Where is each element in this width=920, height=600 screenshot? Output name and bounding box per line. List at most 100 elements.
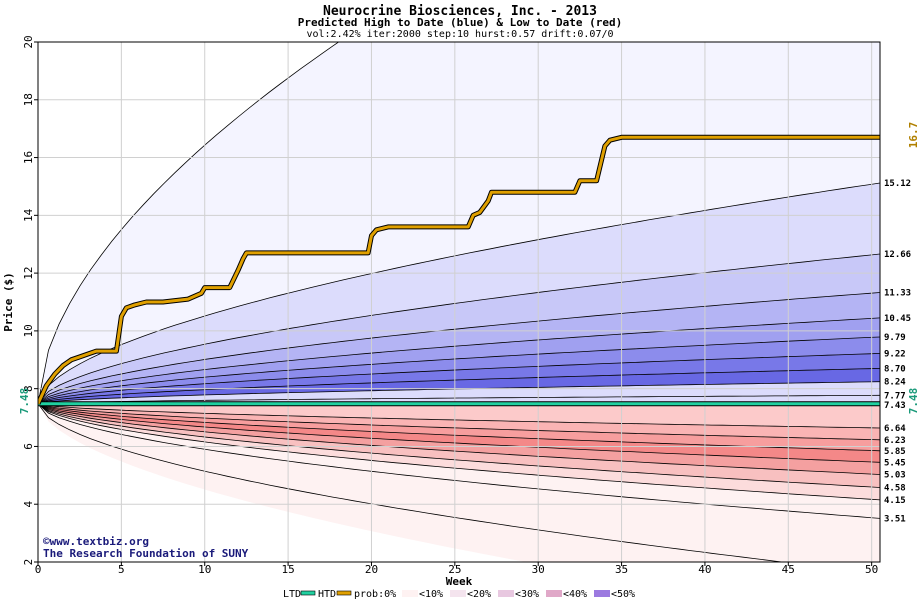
probability-curve bbox=[38, 403, 880, 475]
low-probability-band bbox=[38, 403, 880, 500]
start-price-label: 7.48 bbox=[18, 388, 31, 415]
probability-curve bbox=[38, 368, 880, 405]
htd-line bbox=[38, 135, 880, 405]
y-tick-label: 14 bbox=[22, 208, 35, 222]
curve-end-label: 4.58 bbox=[884, 483, 906, 493]
low-probability-band bbox=[38, 403, 880, 463]
probability-curve bbox=[38, 182, 880, 404]
high-probability-band bbox=[38, 381, 880, 404]
probability-curves bbox=[38, 42, 880, 562]
x-tick-label: 10 bbox=[198, 563, 211, 576]
x-tick-label: 25 bbox=[448, 563, 461, 576]
curve-end-label: 8.24 bbox=[884, 378, 906, 388]
high-probability-band bbox=[38, 292, 880, 404]
legend-htd-swatch bbox=[336, 590, 352, 596]
low-probability-band bbox=[38, 403, 880, 562]
probability-curve bbox=[38, 403, 786, 562]
probability-curve bbox=[38, 394, 880, 405]
high-probability-band bbox=[38, 368, 880, 404]
curve-end-label: 5.85 bbox=[884, 447, 906, 457]
plot-frame bbox=[37, 41, 881, 563]
y-tick-label: 10 bbox=[22, 324, 35, 337]
probability-curve bbox=[38, 336, 880, 405]
curve-end-label: 4.15 bbox=[884, 496, 906, 506]
legend-10-swatch bbox=[450, 590, 466, 597]
chart-title: Neurocrine Biosciences, Inc. - 2013 bbox=[323, 4, 597, 19]
chart-subtitle: Predicted High to Date (blue) & Low to D… bbox=[298, 16, 623, 29]
legend-htd-label: HTD bbox=[318, 589, 336, 600]
legend-40-swatch bbox=[594, 590, 610, 597]
legend-30-label: <30% bbox=[515, 589, 539, 600]
curve-end-label: 6.64 bbox=[884, 424, 906, 434]
low-probability-band bbox=[38, 403, 880, 475]
curve-end-label: 7.77 bbox=[884, 391, 906, 401]
credit-foundation: The Research Foundation of SUNY bbox=[43, 547, 249, 560]
legend-10-label: <10% bbox=[419, 589, 443, 600]
legend-ltd-label: LTD bbox=[283, 589, 301, 600]
probability-curve bbox=[38, 403, 880, 488]
y-tick-label: 4 bbox=[22, 501, 35, 508]
curve-end-label: 9.79 bbox=[884, 333, 906, 343]
curve-end-label: 15.12 bbox=[884, 179, 911, 189]
legend-prob-label: prob:0% bbox=[354, 589, 396, 600]
curve-end-label: 11.33 bbox=[884, 288, 911, 298]
probability-curve bbox=[38, 403, 880, 429]
legend-50-label: <50% bbox=[611, 589, 635, 600]
y-tick-label: 12 bbox=[22, 266, 35, 279]
legend-prob-swatch bbox=[402, 590, 418, 597]
probability-curve bbox=[38, 317, 880, 405]
probability-curve bbox=[38, 353, 880, 405]
probability-curve bbox=[38, 403, 880, 501]
legend: LTD HTD prob:0% <10% <20% <30% <40% <50% bbox=[283, 589, 635, 600]
high-probability-band bbox=[38, 254, 880, 404]
curve-end-label: 6.23 bbox=[884, 436, 906, 446]
x-tick-label: 50 bbox=[865, 563, 878, 576]
x-tick-label: 30 bbox=[532, 563, 545, 576]
legend-20-swatch bbox=[498, 590, 514, 597]
probability-curve bbox=[38, 292, 880, 405]
curve-end-label: 12.66 bbox=[884, 250, 911, 260]
htd-end-label: 16.7 bbox=[907, 122, 920, 149]
x-axis-label: Week bbox=[446, 575, 473, 588]
legend-ltd-swatch bbox=[300, 590, 316, 596]
curve-end-label: 9.22 bbox=[884, 349, 906, 359]
x-tick-label: 15 bbox=[281, 563, 294, 576]
x-tick-label: 40 bbox=[698, 563, 711, 576]
high-probability-band bbox=[38, 183, 880, 404]
high-probability-band bbox=[38, 353, 880, 404]
x-tick-label: 45 bbox=[782, 563, 795, 576]
legend-40-label: <40% bbox=[563, 589, 587, 600]
low-probability-band bbox=[38, 403, 880, 440]
low-probability-band bbox=[38, 403, 880, 519]
chart-params: vol:2.42% iter:2000 step:10 hurst:0.57 d… bbox=[306, 29, 613, 40]
high-probability-band bbox=[38, 317, 880, 404]
low-probability-band bbox=[38, 403, 880, 488]
x-tick-label: 35 bbox=[615, 563, 628, 576]
legend-20-label: <20% bbox=[467, 589, 491, 600]
y-tick-label: 8 bbox=[22, 385, 35, 392]
legend-30-swatch bbox=[546, 590, 562, 597]
x-tick-label: 20 bbox=[365, 563, 378, 576]
curve-end-labels: 15.12 12.66 11.33 10.45 9.79 9.22 8.70 8.24 7.77… bbox=[884, 179, 911, 524]
curve-end-label: 5.45 bbox=[884, 458, 906, 468]
y-tick-label: 6 bbox=[22, 443, 35, 450]
probability-curve bbox=[38, 403, 880, 441]
low-probability-band bbox=[38, 403, 880, 428]
series-lines bbox=[38, 134, 880, 407]
x-tick-label: 5 bbox=[118, 563, 125, 576]
y-tick-label: 2 bbox=[22, 559, 35, 566]
probability-curve bbox=[38, 403, 880, 519]
y-tick-label: 18 bbox=[22, 93, 35, 106]
curve-end-label: 3.51 bbox=[884, 514, 906, 524]
x-tick-label: 0 bbox=[35, 563, 42, 576]
low-probability-band bbox=[38, 403, 783, 562]
curve-end-label: 5.03 bbox=[884, 470, 906, 480]
y-tick-label: 20 bbox=[22, 35, 35, 48]
curve-end-label: 10.45 bbox=[884, 314, 911, 324]
credit-website: ©www.textbiz.org bbox=[43, 535, 149, 548]
y-tick-label: 16 bbox=[22, 151, 35, 164]
high-probability-band bbox=[38, 337, 880, 404]
y-axis-label: Price ($) bbox=[2, 272, 15, 332]
probability-curve bbox=[38, 42, 340, 404]
ltd-end-label: 7.48 bbox=[907, 388, 920, 415]
